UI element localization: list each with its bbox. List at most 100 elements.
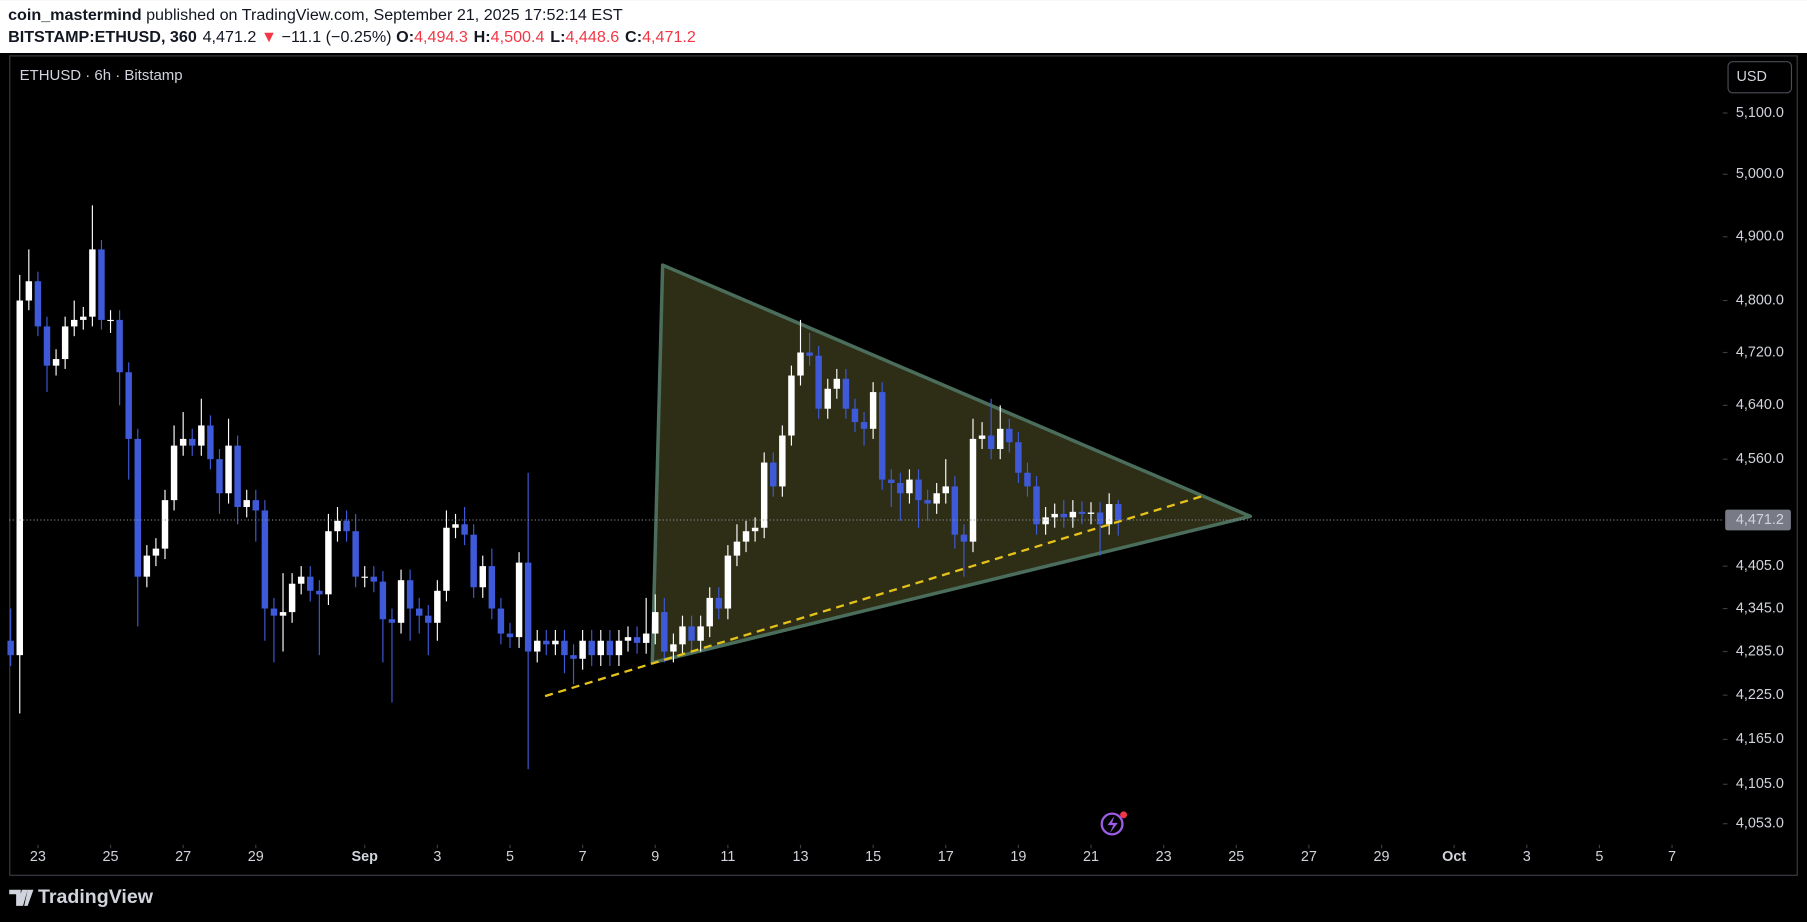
candle-body [524,562,532,652]
candle-body [1042,517,1049,525]
candle-body [860,422,868,429]
y-tick-label: 4,165.0 [1736,731,1784,747]
arrow: ▼ [261,28,277,46]
x-tick-label: 25 [103,849,119,865]
alert-icon[interactable] [1100,812,1124,836]
last: 4,471.2 [203,28,257,46]
candle-body [179,438,187,446]
candle-body [379,581,387,620]
candle-body [261,510,269,609]
y-tick-label: 4,800.0 [1736,292,1784,308]
x-tick-label: 13 [792,849,808,865]
candle-body [969,438,977,542]
x-tick-label: 29 [248,849,264,865]
candle-body [470,534,477,588]
candle-body [824,388,831,409]
y-tick-label: 5,100.0 [1736,105,1784,121]
last-price-label: 4,471.2 [1736,512,1784,528]
candle-body [670,644,677,652]
candle-body [252,500,260,511]
high: 4,500.4 [491,28,545,46]
x-tick-label: 7 [579,849,587,865]
alert-dot [1120,811,1128,819]
candle-body [1015,442,1022,473]
x-tick-label: 5 [1595,849,1603,865]
candle-body [89,249,96,317]
candle-body [751,527,759,532]
candle-body [1006,428,1013,443]
candle-body [107,319,114,322]
candle-body [497,608,505,634]
x-tick-label: Oct [1442,849,1466,865]
candle-body [80,316,87,320]
currency-button[interactable] [1727,61,1793,94]
candle-body [216,459,223,494]
open-label: O: [396,28,414,46]
candle-body [143,555,151,577]
candle-body [370,576,378,582]
x-tick-label: 11 [720,849,735,865]
candle-body [815,355,822,409]
candle-body [742,531,750,542]
candle-body [479,566,486,588]
candle-body [770,462,777,487]
x-tick-label: 27 [1301,849,1317,865]
candle-body [579,640,586,659]
candle-body [234,445,241,508]
candle-body [733,541,741,556]
candle-body [461,524,468,535]
x-tick-label: 7 [1668,849,1676,865]
candle-body [552,640,559,645]
header-line-2: BITSTAMP:ETHUSD, 360 4,471.2 ▼ −11.1 (−0.25… [8,28,696,46]
candle-body [152,548,160,556]
change: −11.1 (−0.25%) [282,28,392,46]
candle-body [715,597,723,609]
candle-body [361,576,368,578]
brand: TradingView [38,886,154,908]
candle-body [1024,472,1031,487]
candle-body [615,640,623,656]
candle-body [43,326,51,366]
candle-body [316,590,323,595]
candle-body [388,619,396,623]
x-tick-label: Sep [352,849,379,865]
currency-label[interactable]: USD [1736,69,1766,85]
x-tick-label: 29 [1374,849,1390,865]
candle-body [1060,513,1068,518]
alert-bolt[interactable] [1107,815,1118,834]
candle-body [597,640,604,656]
high-label: H: [474,28,491,46]
candle-body [434,590,441,623]
candle-body [724,555,732,609]
open: 4,494.3 [414,28,468,46]
candle-body [851,408,859,423]
author: coin_mastermind [8,6,142,24]
candle-body [788,375,795,436]
header-bg [0,0,1807,54]
candle-body [16,300,23,656]
candle-body [806,352,813,356]
candle-body [1033,486,1040,525]
candle-body [561,640,568,656]
low-label: L: [550,28,565,46]
candle-body [869,392,877,429]
candle-body [1078,511,1086,514]
candle-body [116,319,123,373]
candle-body [307,576,314,591]
chart-border [9,55,1798,876]
x-tick-label: 25 [1228,849,1244,865]
candle-body [161,500,169,549]
candle-body [797,352,804,376]
candle-body [189,438,196,446]
candle-body [343,520,350,532]
x-tick-label: 17 [938,849,954,865]
x-tick-label: 19 [1010,849,1026,865]
candle-body [415,608,423,616]
candle-body [7,640,14,656]
candle-body [996,428,1004,450]
candle-body [170,445,178,501]
candle-body [70,319,78,327]
y-tick-label: 4,053.0 [1736,815,1784,831]
candle-body [243,500,250,508]
